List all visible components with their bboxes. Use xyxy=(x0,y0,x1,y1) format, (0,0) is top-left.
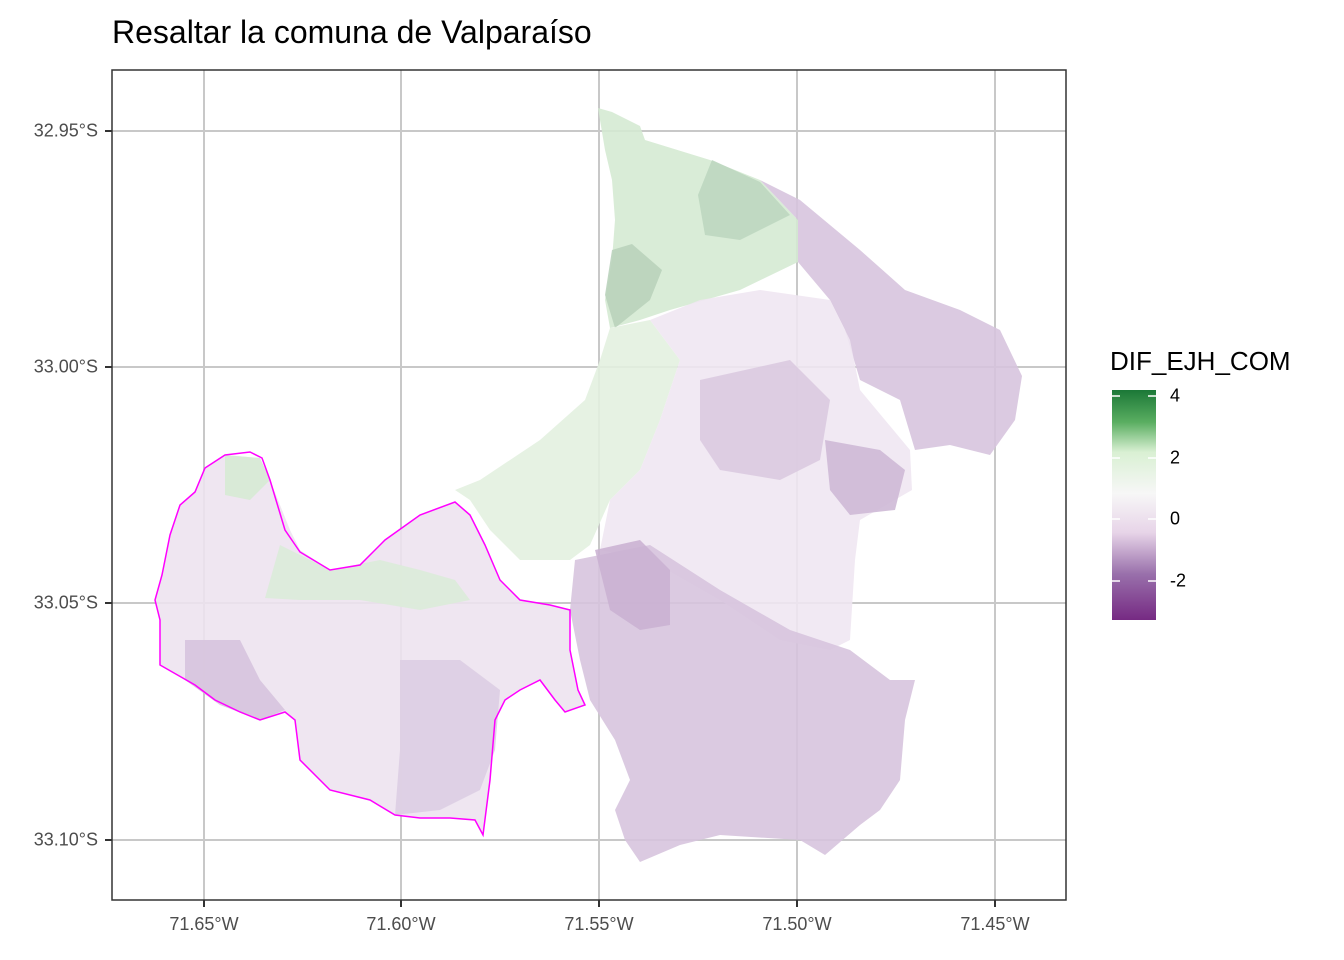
legend-title: DIF_EJH_COM xyxy=(1110,346,1291,376)
region-dark-green-1 xyxy=(698,160,790,240)
x-tick-label: 71.50°W xyxy=(762,914,832,934)
x-tick-label: 71.65°W xyxy=(169,914,239,934)
legend-colorbar xyxy=(1112,390,1156,620)
region-mid-purple-2 xyxy=(825,440,905,515)
region-east-purple xyxy=(760,180,1022,455)
x-tick-label: 71.60°W xyxy=(366,914,436,934)
region-west-purple-2 xyxy=(395,660,500,815)
region-mid-purple-1 xyxy=(700,360,830,480)
x-tick-label: 71.45°W xyxy=(960,914,1030,934)
valparaiso-outline xyxy=(154,451,587,838)
y-tick-label: 33.00°S xyxy=(33,356,98,377)
panel-border xyxy=(111,69,1067,901)
region-west-green-1 xyxy=(225,455,270,500)
region-dark-green-2 xyxy=(605,244,662,328)
legend-label: 2 xyxy=(1170,447,1181,468)
legend-label: -2 xyxy=(1170,570,1187,591)
map-regions xyxy=(155,108,1022,862)
y-tick-label: 33.05°S xyxy=(33,592,98,613)
region-south-dark xyxy=(595,540,670,630)
y-tick-label: 32.95°S xyxy=(33,120,98,141)
region-central-green xyxy=(455,320,680,560)
legend-label: 0 xyxy=(1170,508,1181,529)
axis-ticks xyxy=(105,130,996,907)
region-west-green-2 xyxy=(265,545,470,610)
x-tick-label: 71.55°W xyxy=(564,914,634,934)
page-title: Resaltar la comuna de Valparaíso xyxy=(112,14,592,50)
legend-label: 4 xyxy=(1170,385,1181,406)
region-west-purple-1 xyxy=(185,640,285,720)
y-tick-label: 33.10°S xyxy=(33,829,98,850)
